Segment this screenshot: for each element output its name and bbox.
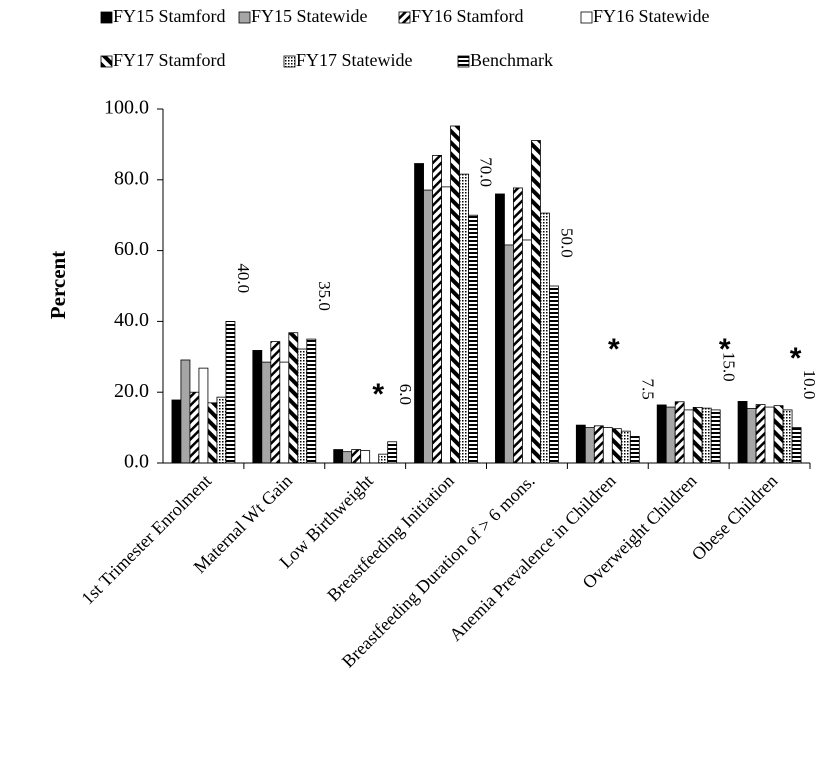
legend-swatch xyxy=(283,55,296,68)
bar xyxy=(198,367,209,464)
bar xyxy=(387,441,398,464)
bar xyxy=(522,239,532,464)
bar xyxy=(611,428,622,464)
legend-label: Benchmark xyxy=(470,50,553,70)
bar xyxy=(692,407,703,464)
legend-label: FY15 Stamford xyxy=(113,6,226,26)
bar xyxy=(665,406,676,464)
annotation: * xyxy=(719,333,731,366)
bar xyxy=(180,359,191,464)
bar xyxy=(782,409,793,464)
y-tick-label: 40.0 xyxy=(114,309,149,331)
bar xyxy=(288,332,299,464)
bar xyxy=(333,449,344,464)
legend-swatch xyxy=(457,55,470,68)
bar xyxy=(360,450,371,464)
value-label: 6.0 xyxy=(396,384,415,405)
value-label: 10.0 xyxy=(800,370,818,400)
bar xyxy=(746,408,757,464)
bar xyxy=(432,154,442,464)
y-tick-label: 60.0 xyxy=(114,238,149,260)
bar xyxy=(620,430,631,464)
y-tick-label: 100.0 xyxy=(104,97,149,119)
x-tick-label: Anemia Prevalence in Children xyxy=(445,471,619,645)
y-tick-label: 0.0 xyxy=(124,451,149,473)
bar xyxy=(575,424,586,464)
y-tick-label: 80.0 xyxy=(114,167,149,189)
legend-label: FY16 Statewide xyxy=(593,6,710,26)
bar xyxy=(701,407,712,464)
bar xyxy=(171,399,182,464)
bar xyxy=(216,396,227,464)
legend-label: FY17 Statewide xyxy=(296,50,413,70)
bar xyxy=(791,427,802,464)
bar xyxy=(549,285,559,464)
bar xyxy=(441,186,451,464)
bar xyxy=(540,212,550,464)
bar xyxy=(378,453,389,464)
bar xyxy=(674,401,685,464)
bar xyxy=(737,401,748,464)
bar xyxy=(423,189,433,464)
x-tick-label: Obese Children xyxy=(688,471,782,565)
bar xyxy=(459,173,469,464)
bar xyxy=(656,404,667,464)
legend-swatch xyxy=(100,11,113,24)
bar xyxy=(764,406,775,464)
value-label: 50.0 xyxy=(558,228,577,258)
bar xyxy=(351,449,362,464)
bar xyxy=(414,163,424,464)
annotation: * xyxy=(608,333,620,366)
bar xyxy=(755,404,766,464)
bar xyxy=(584,427,595,464)
value-label: 40.0 xyxy=(234,263,253,293)
value-label: 15.0 xyxy=(719,352,738,382)
bar xyxy=(252,350,263,464)
y-axis-label: Percent xyxy=(46,251,70,319)
bar xyxy=(450,125,460,464)
bar xyxy=(593,425,604,464)
bar xyxy=(495,193,505,464)
bar xyxy=(629,436,640,464)
legend-label: FY16 Stamford xyxy=(411,6,524,26)
bar xyxy=(683,409,694,464)
bar xyxy=(225,320,236,464)
bar xyxy=(306,338,317,464)
bar xyxy=(207,402,218,464)
bar xyxy=(279,361,290,464)
bar xyxy=(261,361,272,464)
annotation: * xyxy=(372,378,384,411)
bar xyxy=(602,427,613,464)
value-label: 35.0 xyxy=(315,281,334,311)
legend-label: FY17 Stamford xyxy=(113,50,226,70)
bar xyxy=(773,405,784,464)
bar xyxy=(710,409,721,464)
legend-swatch xyxy=(580,11,593,24)
value-label: 7.5 xyxy=(638,378,657,399)
legend-swatch xyxy=(238,11,251,24)
value-label: 70.0 xyxy=(477,157,496,187)
y-tick-label: 20.0 xyxy=(114,380,149,402)
bar xyxy=(342,451,353,464)
legend-label: FY15 Statewide xyxy=(251,6,368,26)
bar xyxy=(270,341,281,464)
annotation: * xyxy=(790,342,802,375)
bar xyxy=(504,244,514,464)
legend-swatch xyxy=(100,55,113,68)
bar xyxy=(513,187,523,464)
bar xyxy=(189,391,200,464)
bar xyxy=(468,214,478,464)
legend-swatch xyxy=(398,11,411,24)
bar xyxy=(531,140,541,464)
bar xyxy=(297,348,308,464)
x-tick-label: 1st Trimester Enrolment xyxy=(77,471,215,609)
